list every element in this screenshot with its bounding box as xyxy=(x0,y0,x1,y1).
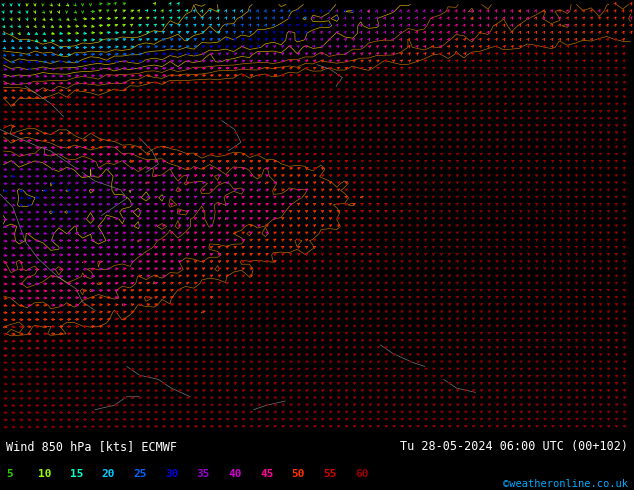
Text: 30: 30 xyxy=(165,469,178,479)
Text: 35: 35 xyxy=(197,469,210,479)
Text: 50: 50 xyxy=(292,469,305,479)
Text: 55: 55 xyxy=(323,469,337,479)
Text: 60: 60 xyxy=(355,469,368,479)
Text: ©weatheronline.co.uk: ©weatheronline.co.uk xyxy=(503,479,628,489)
Text: 20: 20 xyxy=(101,469,115,479)
Text: 10: 10 xyxy=(38,469,51,479)
Text: Tu 28-05-2024 06:00 UTC (00+102): Tu 28-05-2024 06:00 UTC (00+102) xyxy=(399,440,628,453)
Text: 25: 25 xyxy=(133,469,146,479)
Text: 45: 45 xyxy=(260,469,273,479)
Text: 15: 15 xyxy=(70,469,83,479)
Text: 40: 40 xyxy=(228,469,242,479)
Text: 5: 5 xyxy=(6,469,13,479)
Text: Wind 850 hPa [kts] ECMWF: Wind 850 hPa [kts] ECMWF xyxy=(6,440,178,453)
